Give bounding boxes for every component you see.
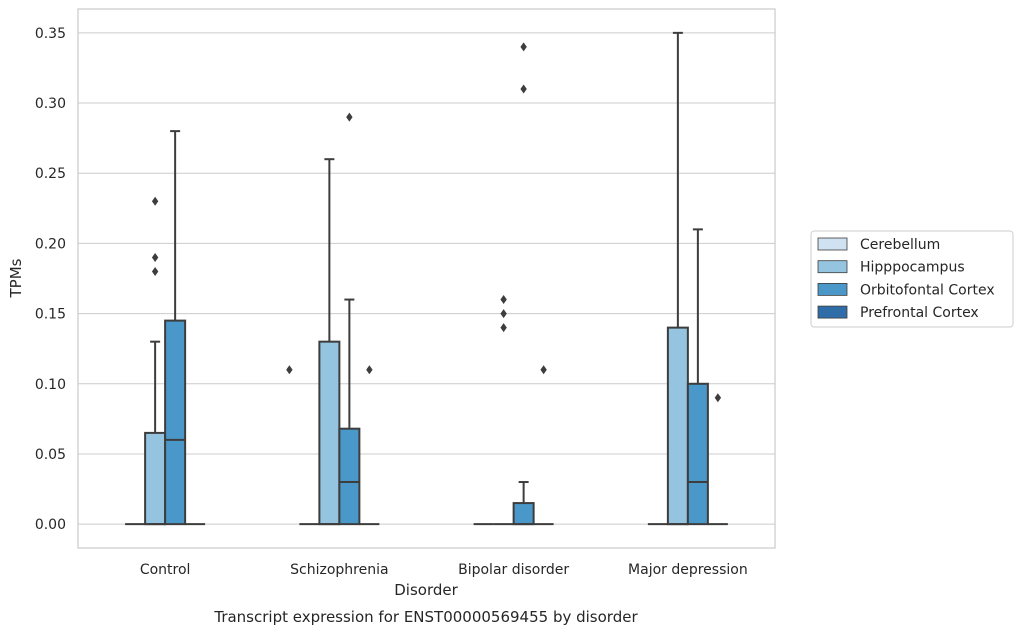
y-axis-label: TPMs xyxy=(7,258,25,298)
x-tick-label: Control xyxy=(140,562,191,578)
legend-label: Cerebellum xyxy=(860,237,940,253)
x-axis-ticks: Control Schizophrenia Bipolar disorder Majo… xyxy=(140,562,748,578)
y-tick-label: 0.20 xyxy=(35,236,66,252)
outlier-point xyxy=(520,42,527,52)
x-tick-label: Major depression xyxy=(628,562,748,578)
box-body xyxy=(144,431,167,526)
x-tick-label: Schizophrenia xyxy=(290,562,388,578)
box-orbitofontal-cortex xyxy=(164,130,187,526)
box-body xyxy=(164,319,187,526)
outlier-point xyxy=(346,112,353,122)
box-orbitofontal-cortex xyxy=(686,228,709,526)
box-orbitofontal-cortex xyxy=(512,481,535,526)
legend-swatch xyxy=(817,305,848,319)
outlier-point xyxy=(151,252,159,262)
legend-label: Orbitofontal Cortex xyxy=(860,282,995,298)
legend-swatch xyxy=(817,260,848,274)
box-body xyxy=(686,382,709,526)
box-hipppocampus xyxy=(144,340,167,526)
box-body xyxy=(318,340,341,526)
outlier-point xyxy=(540,365,547,375)
outlier-point xyxy=(520,84,527,94)
gridlines xyxy=(78,32,775,525)
legend-frame xyxy=(810,230,1014,328)
plot-area-frame xyxy=(77,8,776,549)
legend-swatch xyxy=(817,282,848,296)
outlier-point xyxy=(500,295,507,305)
y-axis-ticks: 0.00 0.05 0.10 0.15 0.20 0.25 0.30 0.35 xyxy=(35,26,66,533)
legend: Cerebellum Hipppocampus Orbitofontal Corte… xyxy=(810,230,1014,328)
box-orbitofontal-cortex xyxy=(338,298,361,526)
outlier-point xyxy=(500,323,507,333)
box-marks xyxy=(125,31,728,526)
outlier-point xyxy=(500,309,507,319)
outlier-point xyxy=(151,196,159,206)
box-body xyxy=(512,502,535,526)
y-tick-label: 0.30 xyxy=(35,96,66,112)
y-tick-label: 0.10 xyxy=(35,377,66,393)
legend-label: Prefrontal Cortex xyxy=(860,305,979,321)
outlier-point xyxy=(286,365,293,375)
chart-title: Transcript expression for ENST0000056945… xyxy=(213,608,638,626)
outlier-point xyxy=(714,393,722,403)
legend-swatch xyxy=(817,237,848,251)
x-axis-label: Disorder xyxy=(394,581,458,599)
y-tick-label: 0.25 xyxy=(35,166,66,182)
box-body xyxy=(338,427,361,526)
box-hipppocampus xyxy=(318,158,341,526)
y-tick-label: 0.15 xyxy=(35,307,66,323)
legend-label: Hipppocampus xyxy=(860,260,965,276)
y-tick-label: 0.05 xyxy=(35,447,66,463)
y-tick-label: 0.00 xyxy=(35,517,66,533)
outlier-point xyxy=(151,266,159,276)
box-hipppocampus xyxy=(666,31,689,526)
box-body xyxy=(666,326,689,526)
y-tick-label: 0.35 xyxy=(35,26,66,42)
outlier-point xyxy=(366,365,373,375)
x-tick-label: Bipolar disorder xyxy=(458,562,569,578)
